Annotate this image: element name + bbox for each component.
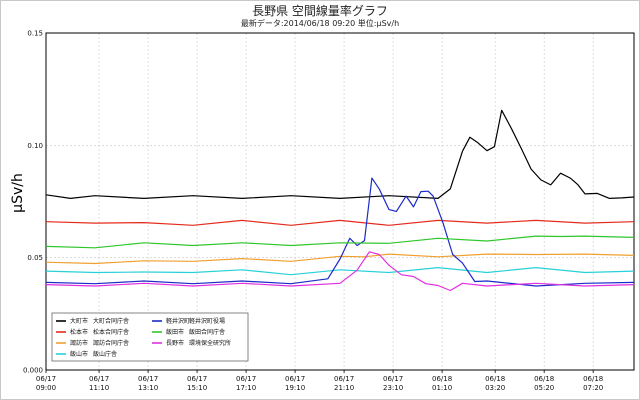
- x-tick-label: 06/17: [383, 375, 403, 383]
- x-tick-label: 23:10: [383, 384, 403, 392]
- legend-city: 飯山市: [70, 350, 88, 358]
- legend-site: 環境保全研究所: [189, 339, 231, 347]
- legend-site: 飯田合同庁舎: [189, 328, 225, 336]
- y-tick-label: 0.000: [23, 367, 43, 375]
- legend-city: 松本市: [70, 328, 88, 336]
- series-line: [45, 109, 635, 199]
- series-line: [45, 253, 635, 265]
- x-tick-label: 15:10: [187, 384, 207, 392]
- plot-border: [45, 32, 635, 371]
- legend-box: [51, 312, 249, 362]
- series-line: [45, 177, 635, 287]
- x-tick-label: 07:20: [583, 384, 603, 392]
- x-tick-label: 03:20: [485, 384, 505, 392]
- x-tick-label: 06/17: [89, 375, 109, 383]
- series-line: [45, 219, 635, 226]
- series-line: [45, 251, 635, 292]
- x-tick-label: 06/18: [485, 375, 505, 383]
- legend-city: 諏訪市: [70, 339, 88, 347]
- x-tick-label: 06/17: [138, 375, 158, 383]
- legend-site: 諏訪合同庁舎: [93, 339, 129, 347]
- legend-site: 大町合同庁舎: [93, 317, 129, 325]
- x-tick-label: 01:10: [432, 384, 452, 392]
- y-tick-label: 0.10: [27, 142, 43, 150]
- legend-city: 飯田市: [166, 328, 184, 336]
- series-line: [45, 267, 635, 276]
- legend-site: 飯山庁舎: [93, 350, 117, 358]
- chart-subtitle: 最新データ:2014/06/18 09:20 単位:μSv/h: [240, 19, 400, 28]
- x-tick-label: 06/17: [187, 375, 207, 383]
- x-tick-label: 09:00: [36, 384, 56, 392]
- x-tick-label: 06/17: [236, 375, 256, 383]
- x-tick-label: 06/18: [432, 375, 452, 383]
- x-tick-label: 17:10: [236, 384, 256, 392]
- x-tick-label: 06/18: [583, 375, 603, 383]
- x-tick-label: 06/17: [285, 375, 305, 383]
- x-tick-label: 11:10: [89, 384, 109, 392]
- x-tick-label: 13:10: [138, 384, 158, 392]
- legend-site: 軽井沢町役場: [189, 317, 225, 325]
- x-tick-label: 06/18: [534, 375, 554, 383]
- x-tick-label: 06/17: [36, 375, 56, 383]
- x-tick-label: 05:20: [534, 384, 554, 392]
- x-tick-label: 06/17: [334, 375, 354, 383]
- legend-city: 軽井沢町: [166, 317, 190, 325]
- chart-title: 長野県 空間線量率グラフ: [252, 4, 388, 18]
- x-tick-label: 19:10: [285, 384, 305, 392]
- series-line: [45, 235, 635, 249]
- legend-city: 長野市: [166, 339, 184, 347]
- x-tick-label: 21:10: [334, 384, 354, 392]
- y-tick-label: 0.15: [27, 30, 43, 38]
- legend-city: 大町市: [70, 317, 88, 325]
- legend-site: 松本合同庁舎: [93, 328, 129, 336]
- y-tick-label: 0.05: [27, 254, 43, 262]
